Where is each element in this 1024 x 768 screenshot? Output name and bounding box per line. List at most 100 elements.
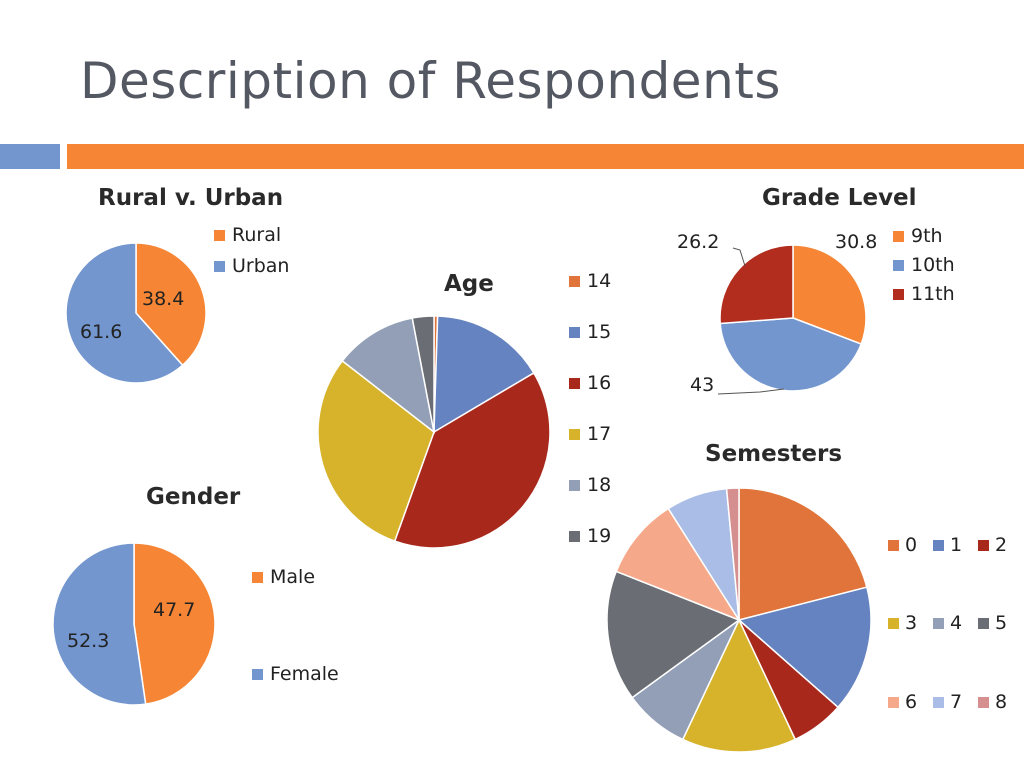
legend-label-age-18: 18: [587, 474, 612, 496]
legend-label-9th: 9th: [911, 225, 943, 247]
legend-label-age-17: 17: [587, 423, 612, 445]
swatch-age-19: [569, 530, 580, 542]
legend-label-age-16: 16: [587, 372, 612, 394]
swatch-sem-8: [978, 696, 989, 708]
legend-label-sem-6: 6: [905, 691, 918, 713]
legend-item-sem-6: 6: [888, 691, 917, 713]
legend-label-sem-2: 2: [995, 534, 1008, 556]
swatch-sem-3: [888, 617, 899, 629]
semesters-slice-1: [737, 586, 872, 709]
age-slice-15: [433, 315, 535, 434]
legend-label-sem-0: 0: [905, 534, 918, 556]
semesters-slice-6: [615, 507, 741, 622]
swatch-sem-5: [978, 617, 989, 629]
swatch-age-15: [569, 326, 580, 338]
grade-slice-9th: [792, 244, 867, 345]
female-data-label: 52.3: [67, 630, 110, 652]
rural-slice-rural: [135, 242, 207, 367]
legend-item-female: Female: [252, 663, 339, 685]
legend-item-11th: 11th: [893, 283, 955, 305]
swatch-age-18: [569, 479, 580, 491]
legend-label-sem-7: 7: [950, 691, 963, 713]
swatch-sem-6: [888, 696, 899, 708]
legend-item-sem-4: 4: [933, 612, 962, 634]
legend-item-9th: 9th: [893, 225, 943, 247]
accent-bar-orange: [67, 144, 1024, 169]
slide-title: Description of Respondents: [80, 52, 781, 110]
legend-item-10th: 10th: [893, 254, 955, 276]
semesters-slice-0: [738, 487, 868, 621]
semesters-pie-chart: [606, 487, 872, 753]
legend-label-rural: Rural: [232, 224, 282, 246]
legend-item-age-14: 14: [569, 270, 611, 292]
swatch-9th: [893, 230, 904, 242]
gender-chart-title: Gender: [146, 484, 241, 510]
swatch-10th: [893, 259, 904, 271]
legend-item-age-16: 16: [569, 372, 611, 394]
rural-pie-chart: [65, 242, 207, 384]
legend-item-age-19: 19: [569, 525, 611, 547]
swatch-urban: [214, 260, 225, 272]
swatch-sem-4: [933, 617, 944, 629]
legend-label-age-19: 19: [587, 525, 612, 547]
legend-item-sem-5: 5: [978, 612, 1007, 634]
swatch-male: [252, 571, 263, 583]
grade-pie-chart: [719, 244, 867, 392]
legend-item-age-15: 15: [569, 321, 611, 343]
age-slice-16: [393, 371, 551, 549]
legend-item-male: Male: [252, 566, 315, 588]
accent-bar-blue: [0, 144, 60, 169]
swatch-11th: [893, 288, 904, 300]
urban-data-label: 61.6: [80, 321, 123, 343]
legend-label-10th: 10th: [911, 254, 955, 276]
legend-item-sem-2: 2: [978, 534, 1007, 556]
legend-item-sem-0: 0: [888, 534, 917, 556]
semesters-slice-5: [606, 570, 741, 699]
swatch-age-17: [569, 428, 580, 440]
age-slice-19: [411, 315, 435, 433]
semesters-slice-3: [681, 618, 797, 753]
legend-item-age-18: 18: [569, 474, 611, 496]
gender-slice-female: [52, 542, 147, 706]
legend-label-female: Female: [270, 663, 339, 685]
age-pie-chart: [317, 315, 551, 549]
semesters-chart-title: Semesters: [705, 441, 843, 467]
age-slice-18: [341, 317, 436, 434]
legend-label-sem-5: 5: [995, 612, 1008, 634]
semesters-slice-8: [725, 487, 740, 621]
gender-slice-male: [133, 542, 216, 706]
legend-label-sem-4: 4: [950, 612, 963, 634]
grade-10th-data-label: 43: [690, 374, 715, 396]
legend-label-urban: Urban: [232, 255, 290, 277]
swatch-sem-1: [933, 539, 944, 551]
legend-item-urban: Urban: [214, 255, 289, 277]
legend-item-age-17: 17: [569, 423, 611, 445]
swatch-female: [252, 668, 263, 680]
male-data-label: 47.7: [153, 599, 196, 621]
legend-label-sem-3: 3: [905, 612, 918, 634]
legend-label-sem-1: 1: [950, 534, 963, 556]
swatch-sem-2: [978, 539, 989, 551]
swatch-age-14: [569, 275, 580, 287]
legend-label-sem-8: 8: [995, 691, 1008, 713]
rural-slice-urban: [65, 242, 184, 384]
legend-label-age-14: 14: [587, 270, 612, 292]
legend-item-sem-3: 3: [888, 612, 917, 634]
grade-chart-title: Grade Level: [762, 185, 917, 211]
gender-pie-chart: [52, 542, 216, 706]
swatch-sem-0: [888, 539, 899, 551]
age-chart-title: Age: [444, 271, 494, 297]
legend-item-rural: Rural: [214, 224, 281, 246]
legend-label-male: Male: [270, 566, 316, 588]
swatch-rural: [214, 229, 225, 241]
swatch-sem-7: [933, 696, 944, 708]
legend-label-age-15: 15: [587, 321, 612, 343]
grade-slice-11th: [719, 244, 794, 325]
grade-11th-data-label: 26.2: [677, 231, 720, 253]
swatch-age-16: [569, 377, 580, 389]
legend-item-sem-8: 8: [978, 691, 1007, 713]
rural-chart-title: Rural v. Urban: [98, 185, 284, 211]
legend-item-sem-7: 7: [933, 691, 962, 713]
grade-9th-data-label: 30.8: [835, 231, 878, 253]
age-slice-17: [317, 359, 435, 543]
